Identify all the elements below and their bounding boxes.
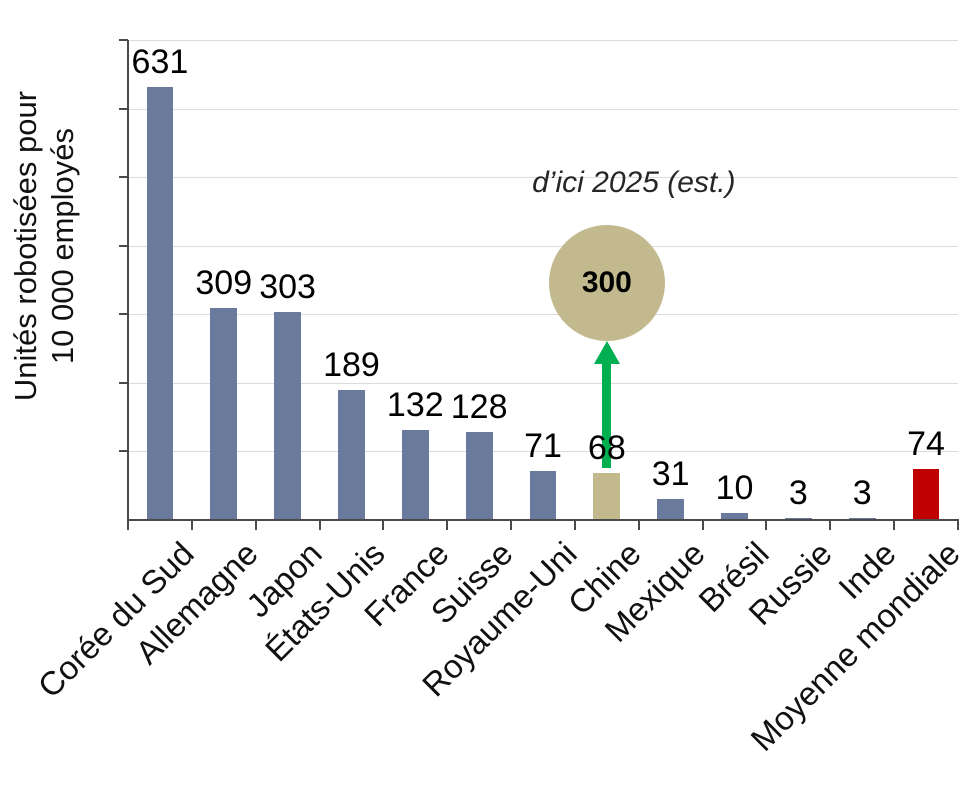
bar-france: [401, 429, 429, 520]
x-axis-tick-13: [957, 520, 959, 530]
y-axis-tick-300: [119, 313, 128, 316]
gridline-300: [128, 314, 958, 316]
bar-chine: [593, 473, 621, 520]
annotation-arrow-shaft: [602, 362, 612, 468]
value-label-etats-unis: 189: [323, 346, 380, 385]
x-axis-tick-7: [573, 520, 576, 530]
y-axis-tick-200: [119, 381, 128, 384]
gridline-100: [128, 451, 958, 453]
gridline-700: [128, 40, 958, 41]
y-axis-line: [127, 40, 129, 521]
plot-area: 631 Corée du Sud 309 Allemagne 303 Japon 189 Ét…: [31, 39, 967, 758]
gridline-600: [128, 108, 958, 110]
x-axis-tick-1: [190, 520, 193, 530]
bar-suisse: [465, 432, 493, 520]
y-axis-tick-100: [119, 450, 128, 453]
bar-allemagne: [210, 308, 238, 520]
x-axis-tick-10: [765, 520, 768, 530]
x-axis-tick-0: [127, 520, 129, 530]
value-label-allemagne: 309: [195, 264, 253, 303]
annotation-circle: 300: [548, 225, 665, 341]
value-label-mexique: 31: [651, 454, 690, 493]
y-axis-tick-500: [119, 176, 128, 179]
y-axis-tick-600: [119, 107, 128, 110]
bar-mexique: [657, 498, 685, 520]
bar-bresil: [721, 513, 748, 520]
annotation-label: d’ici 2025 (est.): [532, 166, 736, 199]
y-axis-tick-700: [119, 39, 128, 41]
x-axis-tick-12: [893, 520, 896, 530]
gridline-200: [128, 382, 958, 384]
value-label-chine: 68: [587, 429, 626, 468]
value-label-coree-du-sud: 631: [131, 43, 189, 82]
value-label-bresil: 10: [715, 469, 754, 508]
x-axis-tick-3: [318, 520, 321, 530]
bar-royaume-uni: [529, 471, 557, 520]
value-label-moyenne-mondiale: 74: [907, 425, 945, 464]
gridline-400: [128, 245, 958, 247]
x-axis-line: [127, 519, 959, 521]
value-label-japon: 303: [259, 268, 316, 307]
annotation-arrow-head: [593, 341, 620, 364]
gridline-500: [128, 177, 958, 179]
y-axis-title-line1: Unités robotisées pour: [8, 90, 43, 402]
x-axis-tick-8: [637, 520, 640, 530]
x-axis-tick-11: [829, 520, 832, 530]
x-axis-tick-2: [254, 520, 257, 530]
x-axis-tick-9: [701, 520, 704, 530]
bar-inde: [848, 517, 876, 520]
y-axis-title-line2: 10 000 employés: [45, 127, 80, 365]
bar-etats-unis: [338, 390, 365, 520]
bar-russie: [784, 517, 812, 520]
value-label-royaume-uni: 71: [524, 427, 562, 466]
value-label-france: 132: [386, 385, 444, 424]
value-label-inde: 3: [852, 473, 872, 512]
y-axis-tick-400: [119, 244, 128, 247]
y-axis-title: Unités robotisées pour 10 000 employés: [7, 6, 85, 486]
bar-moyenne-mondiale: [912, 469, 940, 520]
value-label-russie: 3: [788, 473, 808, 512]
bar-coree-du-sud: [146, 87, 174, 520]
x-axis-tick-4: [382, 520, 385, 530]
bar-japon: [274, 312, 302, 520]
x-axis-tick-5: [446, 520, 449, 530]
value-label-suisse: 128: [450, 388, 508, 427]
annotation-value: 300: [581, 266, 632, 299]
x-axis-tick-6: [510, 520, 513, 530]
